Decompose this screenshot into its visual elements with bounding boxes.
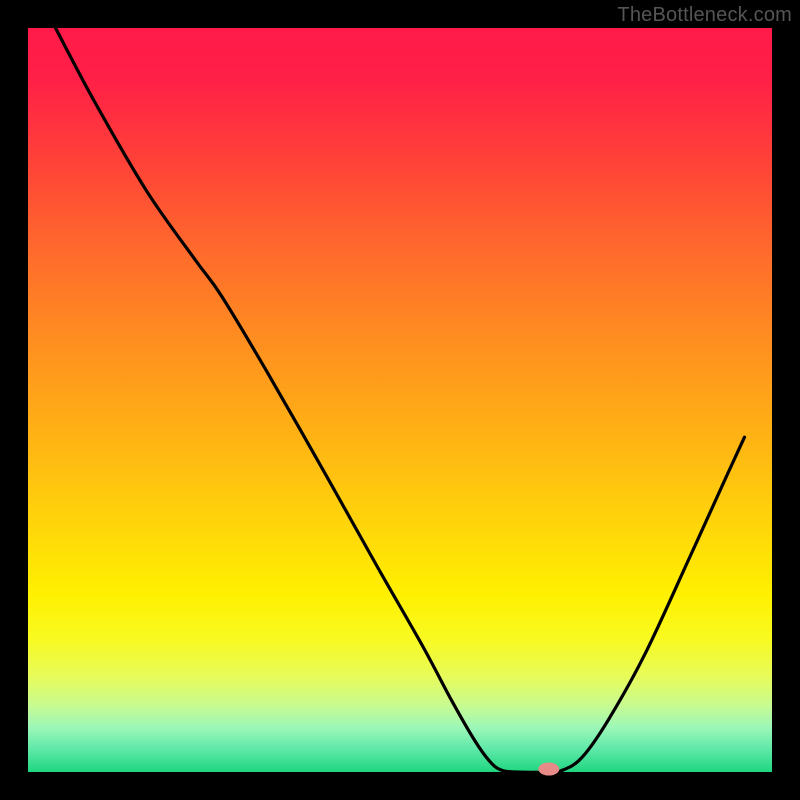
curve-marker — [539, 763, 559, 775]
watermark-text: TheBottleneck.com — [617, 4, 792, 27]
plot-background — [28, 28, 772, 772]
chart-container: TheBottleneck.com — [0, 0, 800, 800]
bottleneck-curve-chart — [0, 0, 800, 800]
